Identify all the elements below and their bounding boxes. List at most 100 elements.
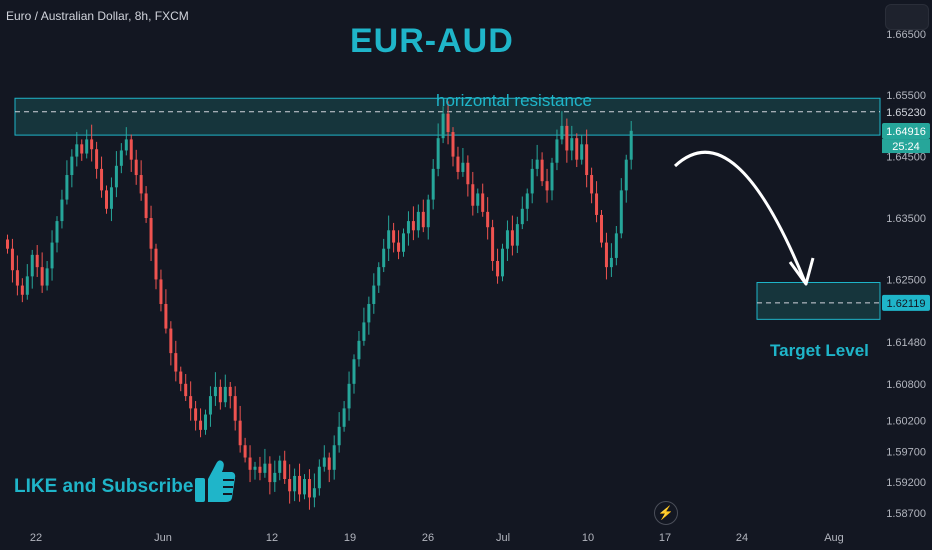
candle-body xyxy=(278,460,282,473)
y-tick-label: 1.66500 xyxy=(886,29,926,41)
y-tick-label: 1.63500 xyxy=(886,213,926,225)
candle-body xyxy=(406,221,410,234)
candle-body xyxy=(303,479,306,495)
candle-body xyxy=(595,193,599,215)
candle-body xyxy=(114,165,118,188)
candle-body xyxy=(436,138,440,169)
candle-body xyxy=(119,150,123,166)
candle-body xyxy=(70,156,74,176)
candle-body xyxy=(332,445,336,470)
candle-body xyxy=(624,159,628,191)
candle-body xyxy=(273,472,277,483)
candle-body xyxy=(80,144,84,154)
candle-body xyxy=(515,224,519,246)
candle-body xyxy=(50,242,54,269)
candle-body xyxy=(535,159,539,169)
y-tick-label: 1.60200 xyxy=(886,416,926,428)
symbol-title[interactable]: Euro / Australian Dollar, 8h, FXCM xyxy=(6,9,189,23)
candle-body xyxy=(337,426,341,446)
candle-body xyxy=(446,113,450,133)
target-price-badge xyxy=(882,294,930,311)
candle-body xyxy=(85,139,89,154)
candle-body xyxy=(213,386,217,397)
candle-body xyxy=(540,159,544,182)
candle-body xyxy=(238,420,242,446)
candle-body xyxy=(510,230,514,246)
candle-body xyxy=(223,386,227,403)
candle-body xyxy=(218,386,222,403)
candle-body xyxy=(75,144,79,157)
current-price-timer-badge xyxy=(882,139,930,154)
candle-body xyxy=(208,396,212,415)
candle-body xyxy=(307,479,311,498)
candle-body xyxy=(248,457,252,470)
candle-body xyxy=(501,248,504,277)
like-subscribe-text: LIKE and Subscribe xyxy=(14,476,194,497)
candle-body xyxy=(124,139,128,151)
candle-body xyxy=(560,125,564,140)
candle-body xyxy=(619,190,623,234)
candle-body xyxy=(402,233,405,252)
lightning-icon[interactable]: ⚡ xyxy=(654,501,678,525)
target-label: Target Level xyxy=(770,341,869,360)
candle-body xyxy=(322,457,326,467)
y-tick-label: 1.59200 xyxy=(886,477,926,489)
candle-body xyxy=(580,144,584,160)
chart-heading: EUR-AUD xyxy=(350,22,514,60)
candle-body xyxy=(456,156,460,172)
candle-body xyxy=(525,193,529,209)
candle-body xyxy=(451,132,455,157)
candle-body xyxy=(174,353,178,372)
candle-body xyxy=(471,184,475,206)
candle-body xyxy=(169,328,173,354)
candle-body xyxy=(134,159,138,176)
candle-body xyxy=(283,460,287,480)
candle-body xyxy=(194,408,198,421)
target-price-label: 1.62119 xyxy=(887,298,926,310)
candle-body xyxy=(565,125,569,151)
candle-body xyxy=(233,396,237,421)
resistance-label: horizontal resistance xyxy=(436,91,592,110)
candle-body xyxy=(293,475,297,492)
candle-body xyxy=(312,488,316,498)
candle-body xyxy=(505,230,509,249)
y-tick-label: 1.64500 xyxy=(886,152,926,164)
y-tick-label: 1.59700 xyxy=(886,446,926,458)
candle-body xyxy=(40,267,44,286)
candle-body xyxy=(288,479,292,492)
candle-body xyxy=(530,168,534,194)
candle-body xyxy=(298,475,302,495)
projection-arrow xyxy=(673,150,807,283)
candle-body xyxy=(431,168,435,200)
candle-body xyxy=(604,242,608,268)
candle-body xyxy=(189,396,193,409)
candle-body xyxy=(411,221,415,231)
candle-body xyxy=(149,218,153,249)
candle-body xyxy=(45,268,49,286)
candle-body xyxy=(352,359,356,384)
candle-body xyxy=(65,175,69,200)
toolbar-button[interactable] xyxy=(885,4,929,30)
candle-body xyxy=(144,193,148,219)
candle-body xyxy=(129,139,133,160)
candle-body xyxy=(15,270,19,286)
y-tick-label: 1.65500 xyxy=(886,90,926,102)
candle-body xyxy=(6,239,9,249)
candle-body xyxy=(139,175,143,194)
x-tick-label: 17 xyxy=(659,532,671,544)
candle-body xyxy=(179,371,183,384)
candle-body xyxy=(95,149,99,169)
candle-body xyxy=(199,420,203,430)
candle-body xyxy=(491,227,495,261)
candle-body xyxy=(327,457,331,470)
candle-body xyxy=(629,130,633,160)
candle-body xyxy=(609,257,613,268)
y-tick-label: 1.60800 xyxy=(886,379,926,391)
y-tick-label: 1.62500 xyxy=(886,274,926,286)
current-price-badge xyxy=(882,123,930,140)
candle-body xyxy=(184,383,188,397)
candle-body xyxy=(60,199,64,222)
candle-body xyxy=(416,211,420,231)
